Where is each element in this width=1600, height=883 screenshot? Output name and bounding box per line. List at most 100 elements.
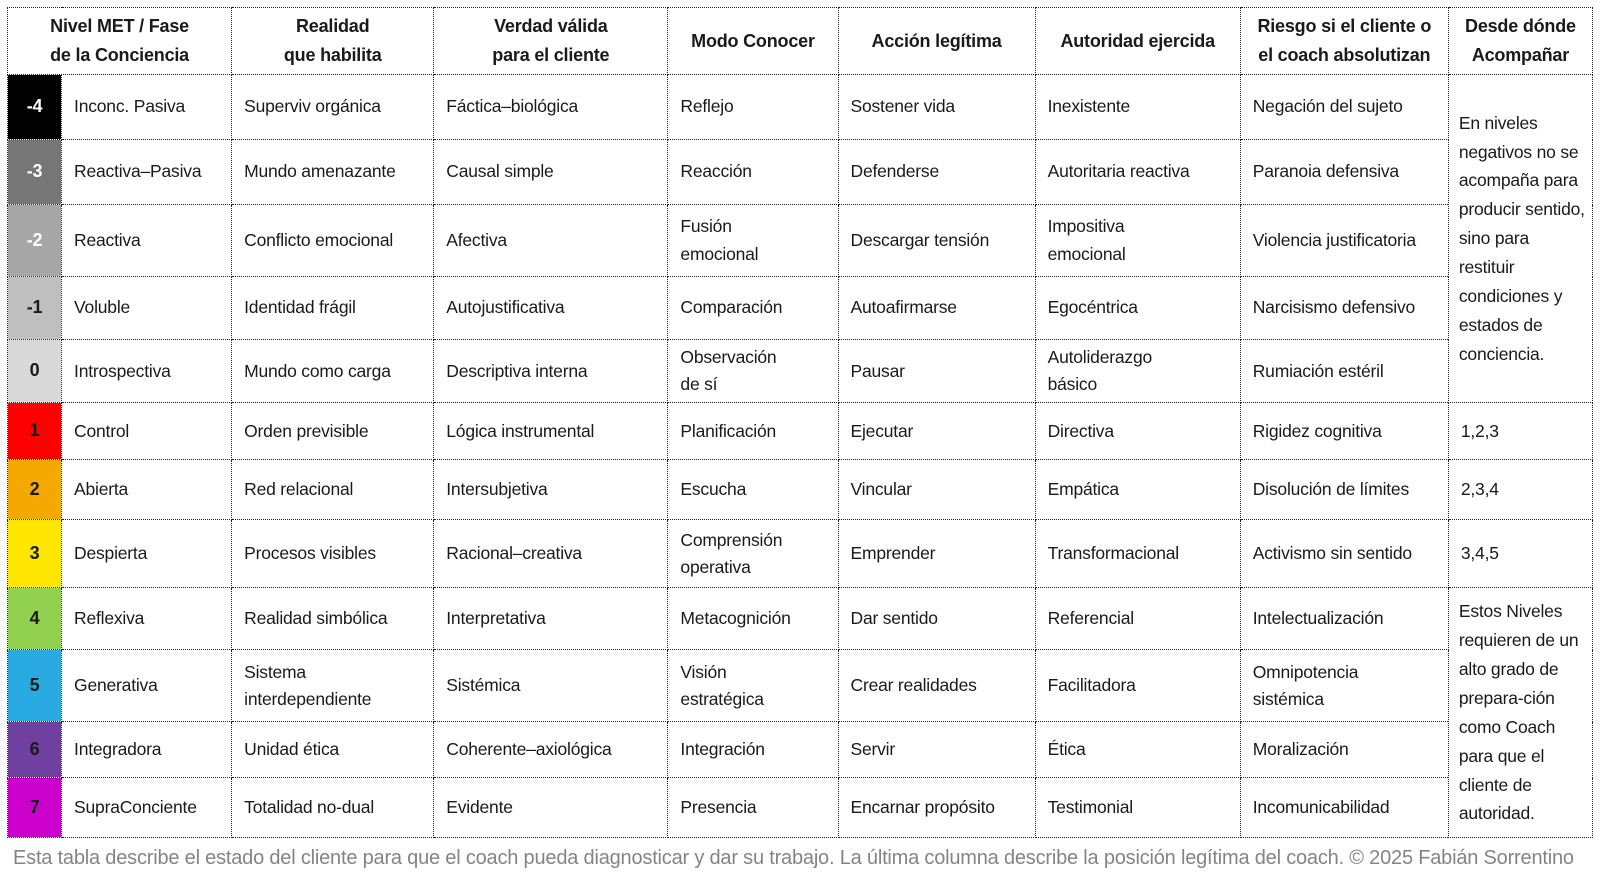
- level-badge: 2: [6, 459, 63, 521]
- cell-realidad: Mundo como carga: [231, 338, 435, 404]
- cell-modo: Metacognición: [667, 587, 839, 651]
- cell-realidad: Superviv orgánica: [231, 74, 435, 140]
- cell-realidad: Unidad ética: [231, 721, 435, 779]
- cell-riesgo: Violencia justificatoria: [1239, 204, 1449, 277]
- cell-verdad: Coherente–axiológica: [433, 721, 669, 779]
- table-row-level-7: 7 SupraConciente Totalidad no-dual Evidente…: [6, 777, 1593, 839]
- cell-riesgo: Rumiación estéril: [1239, 338, 1449, 404]
- cell-accion: Descargar tensión: [837, 204, 1036, 277]
- table-row-level--4: -4 Inconc. Pasiva Superviv orgánica Fáctica…: [6, 73, 1594, 404]
- cell-verdad: Descriptiva interna: [433, 338, 669, 404]
- cell-riesgo: Paranoia defensiva: [1239, 139, 1449, 205]
- cell-verdad: Evidente: [433, 777, 669, 839]
- table-row-level-0: 0 Introspectiva Mundo como carga Descriptiv…: [6, 338, 1593, 404]
- cell-verdad: Racional–creativa: [433, 519, 669, 589]
- cell-modo: Fusión emocional: [667, 204, 839, 277]
- cell-realidad: Conflicto emocional: [231, 204, 435, 277]
- cell-realidad: Red relacional: [231, 459, 435, 521]
- header-accion: Acción legítima: [837, 7, 1036, 75]
- cell-fase: Inconc. Pasiva: [61, 74, 233, 140]
- table-row-level--2: -2 Reactiva Conflicto emocional Afectiva Fus…: [6, 204, 1593, 277]
- cell-verdad: Sistémica: [433, 649, 669, 723]
- cell-desde: 1,2,3: [1447, 402, 1594, 461]
- cell-modo: Escucha: [667, 459, 839, 521]
- cell-accion: Emprender: [837, 519, 1036, 589]
- cell-realidad: Totalidad no-dual: [231, 777, 435, 839]
- table-row-level-4: 4 Reflexiva Realidad simbólica Interpretati…: [6, 587, 1594, 839]
- note-negative-levels: En niveles negativos no se acompaña para…: [1447, 73, 1594, 404]
- cell-verdad: Autojustificativa: [433, 276, 669, 340]
- level-badge: -1: [6, 276, 63, 340]
- cell-autoridad: Empática: [1034, 459, 1241, 521]
- cell-realidad: Procesos visibles: [231, 519, 435, 589]
- level-badge: 5: [6, 649, 63, 723]
- cell-riesgo: Intelectualización: [1239, 587, 1449, 651]
- level-badge: 3: [6, 519, 63, 589]
- header-verdad: Verdad válida para el cliente: [433, 7, 669, 75]
- cell-riesgo: Incomunicabilidad: [1239, 777, 1449, 839]
- cell-fase: SupraConciente: [61, 777, 233, 839]
- cell-accion: Ejecutar: [837, 402, 1036, 461]
- cell-modo: Planificación: [667, 402, 839, 461]
- level-badge: -4: [6, 74, 63, 140]
- cell-verdad: Causal simple: [433, 139, 669, 205]
- cell-autoridad: Inexistente: [1034, 74, 1241, 140]
- cell-modo: Comprensión operativa: [667, 519, 839, 589]
- cell-autoridad: Facilitadora: [1034, 649, 1241, 723]
- cell-autoridad: Ética: [1034, 721, 1241, 779]
- cell-fase: Voluble: [61, 276, 233, 340]
- cell-accion: Servir: [837, 721, 1036, 779]
- cell-fase: Control: [61, 402, 233, 461]
- cell-verdad: Afectiva: [433, 204, 669, 277]
- cell-riesgo: Negación del sujeto: [1239, 74, 1449, 140]
- cell-fase: Introspectiva: [61, 338, 233, 404]
- cell-realidad: Orden previsible: [231, 402, 435, 461]
- header-realidad: Realidad que habilita: [231, 7, 435, 75]
- level-badge: 0: [6, 338, 63, 404]
- table-row-level-6: 6 Integradora Unidad ética Coherente–axioló…: [6, 721, 1593, 779]
- cell-riesgo: Activismo sin sentido: [1239, 519, 1449, 589]
- cell-autoridad: Referencial: [1034, 587, 1241, 651]
- cell-autoridad: Autoliderazgo básico: [1034, 338, 1241, 404]
- cell-modo: Integración: [667, 721, 839, 779]
- footer-caption: Esta tabla describe el estado del client…: [13, 847, 1574, 870]
- cell-realidad: Mundo amenazante: [231, 139, 435, 205]
- table-header: Nivel MET / Fase de la Conciencia Realid…: [6, 7, 1594, 75]
- cell-realidad: Realidad simbólica: [231, 587, 435, 651]
- header-desde: Desde dónde Acompañar: [1447, 7, 1594, 75]
- cell-riesgo: Narcisismo defensivo: [1239, 276, 1449, 340]
- cell-desde: 2,3,4: [1447, 459, 1594, 521]
- cell-verdad: Fáctica–biológica: [433, 74, 669, 140]
- cell-modo: Visión estratégica: [667, 649, 839, 723]
- cell-fase: Reactiva–Pasiva: [61, 139, 233, 205]
- level-badge: -3: [6, 139, 63, 205]
- cell-riesgo: Omnipotencia sistémica: [1239, 649, 1449, 723]
- header-modo: Modo Conocer: [667, 7, 839, 75]
- cell-fase: Reflexiva: [61, 587, 233, 651]
- cell-modo: Observación de sí: [667, 338, 839, 404]
- cell-desde: 3,4,5: [1447, 519, 1594, 589]
- cell-autoridad: Autoritaria reactiva: [1034, 139, 1241, 205]
- note-positive-levels: Estos Niveles requieren de un alto grado…: [1447, 587, 1594, 839]
- cell-modo: Comparación: [667, 276, 839, 340]
- cell-fase: Despierta: [61, 519, 233, 589]
- level-badge: 4: [6, 587, 63, 651]
- level-badge: 1: [6, 402, 63, 461]
- cell-modo: Reflejo: [667, 74, 839, 140]
- cell-fase: Generativa: [61, 649, 233, 723]
- met-levels-table: Nivel MET / Fase de la Conciencia Realid…: [6, 7, 1594, 839]
- cell-fase: Reactiva: [61, 204, 233, 277]
- cell-fase: Abierta: [61, 459, 233, 521]
- table-row-level-3: 3 Despierta Procesos visibles Racional–crea…: [6, 519, 1594, 589]
- cell-accion: Encarnar propósito: [837, 777, 1036, 839]
- table-row-level-2: 2 Abierta Red relacional Intersubjetiva Escu…: [6, 459, 1594, 521]
- cell-riesgo: Disolución de límites: [1239, 459, 1449, 521]
- cell-verdad: Intersubjetiva: [433, 459, 669, 521]
- cell-autoridad: Directiva: [1034, 402, 1241, 461]
- cell-accion: Dar sentido: [837, 587, 1036, 651]
- cell-accion: Defenderse: [837, 139, 1036, 205]
- header-row: Nivel MET / Fase de la Conciencia Realid…: [6, 7, 1594, 75]
- cell-autoridad: Testimonial: [1034, 777, 1241, 839]
- table-body: -4 Inconc. Pasiva Superviv orgánica Fáctica…: [6, 73, 1594, 839]
